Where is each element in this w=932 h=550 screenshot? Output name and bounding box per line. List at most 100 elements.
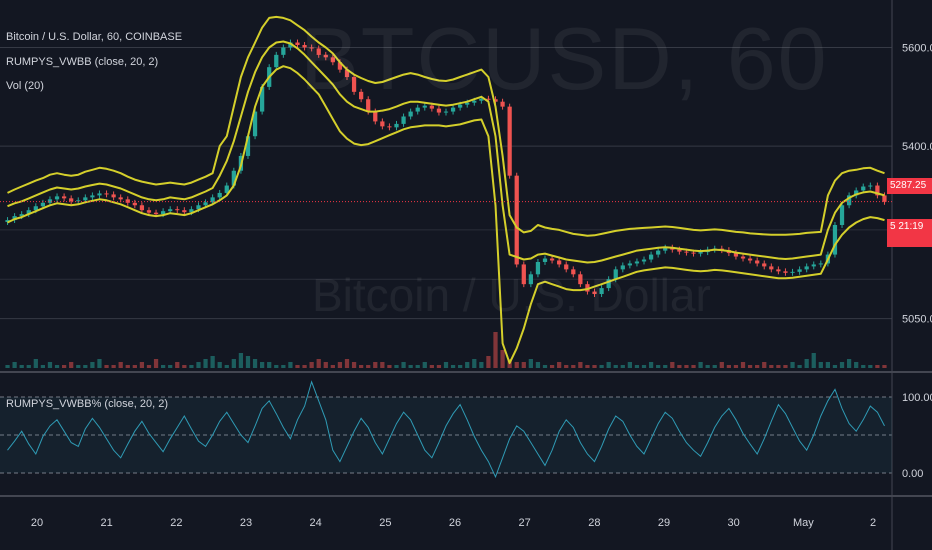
volume-bar (344, 359, 350, 368)
volume-bar (875, 365, 880, 368)
volume-bar (472, 359, 477, 368)
candle-body (146, 210, 152, 213)
candle-body (302, 44, 307, 48)
time-tick-label: 26 (449, 517, 461, 529)
volume-bar (104, 365, 109, 368)
candle-body (514, 175, 519, 265)
volume-bar (861, 365, 866, 368)
indicator-legend-vol[interactable]: Vol (20) (6, 80, 44, 92)
candle-body (69, 198, 74, 202)
candle-body (790, 271, 795, 273)
volume-bar (408, 365, 413, 368)
candle-body (846, 195, 852, 206)
volume-bar (641, 365, 647, 368)
volume-bar (309, 362, 314, 368)
volume-bar (656, 365, 661, 368)
volume-bar (535, 362, 541, 368)
candle-body (288, 42, 293, 48)
candle-body (507, 106, 512, 176)
candle-body (47, 199, 53, 203)
candle-body (875, 185, 880, 196)
volume-bar (719, 362, 724, 368)
candle-body (337, 62, 343, 70)
volume-bar (47, 362, 53, 368)
candle-body (83, 197, 88, 201)
candle-body (691, 252, 696, 254)
volume-bar (776, 365, 781, 368)
candle-body (210, 197, 215, 203)
candle-body (330, 57, 335, 63)
candle-body (804, 266, 809, 270)
volume-bar (450, 365, 456, 368)
volume-bar (132, 365, 137, 368)
time-tick-label: 27 (519, 517, 531, 529)
volume-bar (790, 362, 795, 368)
candle-body (252, 111, 258, 137)
volume-bar (330, 365, 335, 368)
volume-bar (90, 362, 95, 368)
upper-band-line (7, 15, 885, 237)
candle-body (401, 116, 406, 124)
volume-bar (203, 359, 208, 368)
candle-body (387, 126, 392, 128)
time-tick-label: 23 (240, 517, 252, 529)
volume-bar (571, 365, 576, 368)
candle-body (528, 274, 533, 285)
volume-bar (26, 365, 31, 368)
volume-bar (69, 362, 74, 368)
candle-body (217, 192, 222, 198)
candle-body (125, 199, 130, 203)
volume-bar (337, 362, 343, 368)
volume-bar (182, 365, 187, 368)
volume-bar (500, 350, 505, 368)
candle-body (422, 105, 427, 108)
candle-body (868, 185, 873, 187)
volume-bar (882, 365, 887, 368)
candle-body (472, 100, 477, 103)
candle-body (168, 209, 173, 212)
candle-body (549, 258, 555, 261)
candle-body (797, 269, 802, 272)
candle-body (832, 224, 838, 255)
volume-bar (528, 359, 533, 368)
candle-body (380, 121, 385, 127)
candle-body (359, 91, 364, 100)
candle-body (698, 252, 703, 254)
volume-bar (479, 362, 484, 368)
candle-body (769, 266, 774, 270)
candle-body (196, 205, 201, 210)
indicator-legend-vwbb[interactable]: RUMPYS_VWBB (close, 20, 2) (6, 56, 159, 68)
volume-bar (804, 359, 809, 368)
volume-bar (663, 365, 668, 368)
candle-body (599, 288, 604, 295)
candle-body (118, 197, 123, 200)
symbol-legend[interactable]: Bitcoin / U.S. Dollar, 60, COINBASE (6, 31, 183, 43)
countdown-prefix: 5 (890, 221, 896, 232)
candle-body (415, 107, 420, 112)
volume-bar (585, 365, 590, 368)
volume-bar (61, 365, 67, 368)
volume-bar (648, 362, 654, 368)
last-price-tag: 5287.25 (887, 178, 932, 194)
candle-body (19, 214, 24, 217)
volume-bar (380, 362, 385, 368)
candle-body (762, 263, 767, 267)
candle-body (274, 54, 279, 68)
candle-body (641, 259, 647, 262)
countdown-tag: 5 21:19 (887, 219, 932, 247)
volume-bar (260, 362, 265, 368)
candle-body (260, 86, 265, 112)
indicator-legend-vwbb-percent[interactable]: RUMPYS_VWBB% (close, 20, 2) (6, 398, 168, 410)
oscillator-tick-label: 100.00 (902, 392, 932, 404)
volume-bar (19, 365, 24, 368)
volume-bar (755, 365, 760, 368)
volume-bar (422, 362, 427, 368)
volume-bar (514, 362, 519, 368)
candle-body (111, 194, 116, 198)
volume-bar (394, 365, 399, 368)
candle-body (40, 202, 46, 207)
axes-group: 5600.00 5400.00 5050.00 100.00 0.00 20 21 22 23 2… (31, 42, 932, 529)
candle-body (189, 209, 194, 213)
